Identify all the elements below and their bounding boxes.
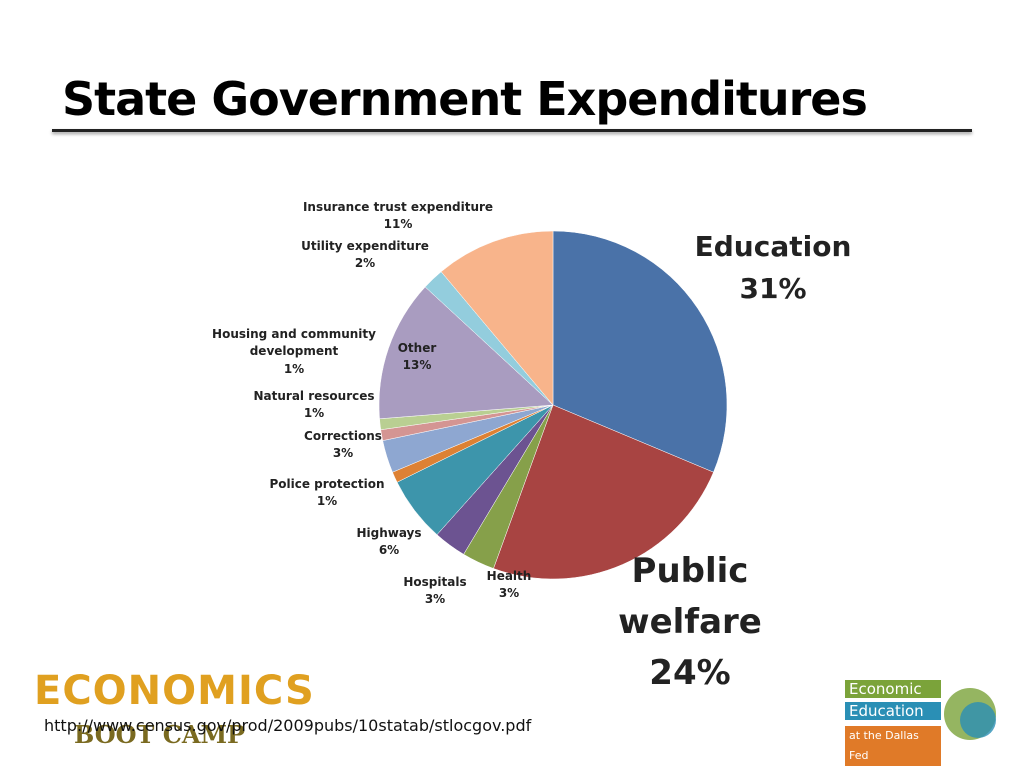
slice-percent: 3% [498, 586, 520, 601]
slide-title: State Government Expenditures [62, 72, 868, 126]
slice-name: Insurance trust expenditure [302, 200, 494, 214]
slice-label: Health 3% [479, 568, 539, 603]
slice-name: Public welfare [618, 551, 762, 642]
economics-boot-camp-logo: ECONOMICS BOOT CAMP [34, 668, 315, 749]
slice-name: Other [397, 341, 437, 355]
slice-percent: 3% [332, 446, 354, 461]
slice-percent: 6% [378, 543, 400, 558]
logo-sub: BOOT CAMP [74, 720, 246, 749]
slice-label: Utility expenditure 2% [295, 238, 435, 273]
slice-percent: 2% [354, 256, 376, 271]
logo-icon [944, 688, 996, 740]
slice-name: Hospitals [403, 575, 467, 589]
slice-percent: 24% [649, 653, 731, 693]
slice-name: Police protection [269, 477, 385, 491]
slice-label: Natural resources 1% [249, 388, 379, 423]
slice-label: Hospitals 3% [395, 574, 475, 609]
slice-label: Police protection 1% [262, 476, 392, 511]
source-url: http://www.census.gov/prod/2009pubs/10st… [44, 716, 532, 735]
logo-line: Economic [845, 680, 941, 698]
slice-label: Other 13% [387, 340, 447, 375]
slice-name: Health [486, 569, 532, 583]
title-rule [52, 129, 972, 132]
slice-percent: 11% [383, 217, 413, 232]
slice-percent: 13% [402, 358, 432, 373]
slice-name: Utility expenditure [301, 239, 429, 253]
slice-percent: 1% [283, 361, 305, 376]
slice-label: Housing and community development 1% [204, 326, 384, 378]
slice-label: Public welfare 24% [615, 546, 765, 699]
dallas-fed-logo: Economic Education at the Dallas Fed [845, 680, 1000, 766]
slice-name: Highways [356, 526, 422, 540]
slice-label: Insurance trust expenditure 11% [298, 199, 498, 234]
pie-slice [493, 404, 714, 580]
pie-slice [552, 230, 728, 473]
slice-name: Education [694, 230, 852, 263]
slice-percent: 3% [424, 592, 446, 607]
logo-line: Education [845, 702, 941, 720]
slice-percent: 1% [303, 406, 325, 421]
slice-name: Corrections [304, 429, 382, 443]
slice-label: Corrections 3% [298, 428, 388, 463]
slice-name: Housing and community development [212, 327, 376, 359]
slice-label: Education 31% [683, 226, 863, 310]
slice-label: Highways 6% [349, 525, 429, 560]
slice-percent: 31% [739, 272, 807, 305]
slice-percent: 1% [316, 494, 338, 509]
pie-slice [378, 286, 554, 420]
logo-word: ECONOMICS [34, 668, 315, 714]
logo-line: at the Dallas Fed [845, 726, 941, 766]
slice-name: Natural resources [253, 389, 375, 403]
pie-slice [440, 230, 554, 406]
